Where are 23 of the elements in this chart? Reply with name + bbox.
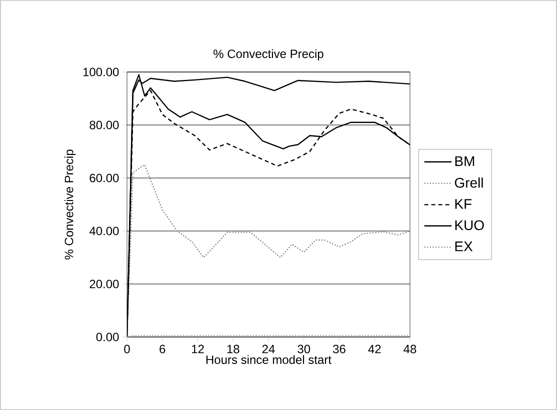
- x-tick-label: 24: [262, 344, 275, 354]
- x-axis-title: Hours since model start: [206, 355, 332, 364]
- legend-label: Grell: [454, 177, 483, 188]
- y-tick-label: 20.00: [90, 280, 119, 288]
- y-tick-label: 60.00: [90, 174, 119, 182]
- x-tick-label: 18: [227, 344, 240, 354]
- y-axis-title: % Convective Precip: [64, 150, 76, 260]
- x-tick-label: 48: [404, 344, 416, 354]
- chart-title: % Convective Precip: [214, 49, 324, 60]
- y-tick-label: 0.00: [96, 332, 119, 342]
- x-tick-label: 42: [368, 344, 381, 354]
- x-tick-label: 30: [298, 344, 310, 354]
- legend-label: KF: [455, 199, 472, 209]
- y-tick-label: 100.00: [83, 68, 119, 76]
- x-tick-label: 6: [160, 344, 166, 354]
- x-tick-label: 12: [192, 344, 204, 354]
- legend-label: BM: [455, 156, 474, 166]
- y-tick-label: 80.00: [90, 120, 119, 130]
- x-tick-label: 36: [333, 344, 346, 354]
- x-tick-label: 0: [124, 344, 130, 354]
- legend-label: KUO: [455, 220, 484, 230]
- legend-label: EX: [455, 242, 473, 252]
- y-tick-label: 40.00: [89, 226, 119, 236]
